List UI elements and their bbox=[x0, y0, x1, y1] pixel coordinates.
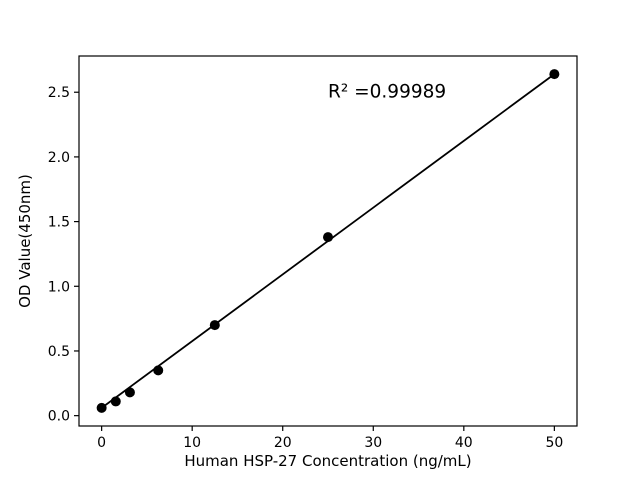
data-point bbox=[209, 320, 220, 331]
data-point bbox=[96, 402, 107, 413]
y-tick-label: 2.5 bbox=[48, 85, 70, 101]
x-tick-label: 40 bbox=[455, 435, 473, 451]
data-point bbox=[110, 396, 121, 407]
data-series bbox=[96, 69, 560, 413]
data-point bbox=[153, 365, 164, 376]
data-point bbox=[323, 232, 333, 243]
x-tick-label: 30 bbox=[364, 435, 382, 451]
data-point bbox=[124, 387, 135, 398]
x-tick-label: 0 bbox=[97, 435, 106, 451]
y-tick-label: 0.0 bbox=[48, 409, 70, 425]
x-tick-label: 10 bbox=[183, 435, 201, 451]
y-tick-label: 0.5 bbox=[48, 344, 70, 360]
x-tick-label: 50 bbox=[545, 435, 563, 451]
axis-ticks: 0 10 20 30 40 50 0.0 0.5 1.0 1.5 2.0 2.5 bbox=[48, 85, 564, 451]
y-tick-label: 1.5 bbox=[48, 215, 70, 231]
plot-frame bbox=[78, 55, 578, 427]
y-axis-label: OD Value(450nm) bbox=[16, 174, 34, 308]
data-point bbox=[549, 69, 560, 80]
y-tick-label: 2.0 bbox=[48, 150, 70, 166]
x-tick-label: 20 bbox=[274, 435, 292, 451]
r-squared-annotation: R² =0.99989 bbox=[328, 81, 446, 102]
x-axis-label: Human HSP-27 Concentration (ng/mL) bbox=[184, 452, 471, 470]
y-tick-label: 1.0 bbox=[48, 279, 70, 295]
